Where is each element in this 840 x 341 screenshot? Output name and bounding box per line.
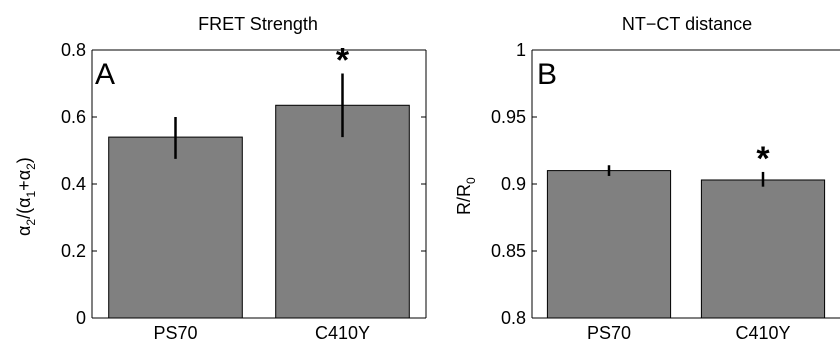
chart-b-significance-marker: * (756, 140, 770, 178)
chart-b-panel-letter: B (537, 58, 557, 91)
chart-a-ytick-label: 0 (76, 308, 86, 328)
chart-a-title: FRET Strength (198, 14, 318, 34)
chart-a-ytick-label: 0.2 (61, 241, 86, 261)
chart-a-ytick-label: 0.6 (61, 107, 86, 127)
chart-a-ytick-label: 0.4 (61, 174, 86, 194)
chart-b-ylabel: R/R0 (454, 177, 478, 215)
chart-b-category-label-c410y: C410Y (735, 323, 790, 341)
chart-b-ytick-label: 0.95 (491, 107, 526, 127)
chart-a-ytick-label: 0.8 (61, 40, 86, 60)
panel-b-chart: NT−CT distance B R/R0 PS70 C410Y * 0.8 0.85 0… (454, 14, 840, 341)
chart-b-title: NT−CT distance (622, 14, 752, 34)
chart-b-bar-c410y (700, 179, 826, 319)
chart-b-category-label-ps70: PS70 (587, 323, 631, 341)
panel-a-chart: FRET Strength A α2/(α1+α2) PS70 C410Y * 0 0.… (14, 14, 427, 341)
chart-b-ytick-label: 0.85 (491, 241, 526, 261)
chart-b-ytick-label: 0.9 (501, 174, 526, 194)
chart-a-bar-ps70 (108, 136, 243, 319)
chart-a-bar-c410y (275, 104, 410, 319)
chart-b-ytick-label: 0.8 (501, 308, 526, 328)
chart-a-category-label-c410y: C410Y (315, 323, 370, 341)
chart-a-category-label-ps70: PS70 (153, 323, 197, 341)
chart-a-ylabel: α2/(α1+α2) (14, 157, 38, 236)
chart-b-bar-ps70 (546, 170, 672, 319)
chart-a-significance-marker: * (336, 41, 350, 79)
chart-b-ytick-label: 1 (516, 40, 526, 60)
chart-a-panel-letter: A (95, 58, 115, 91)
